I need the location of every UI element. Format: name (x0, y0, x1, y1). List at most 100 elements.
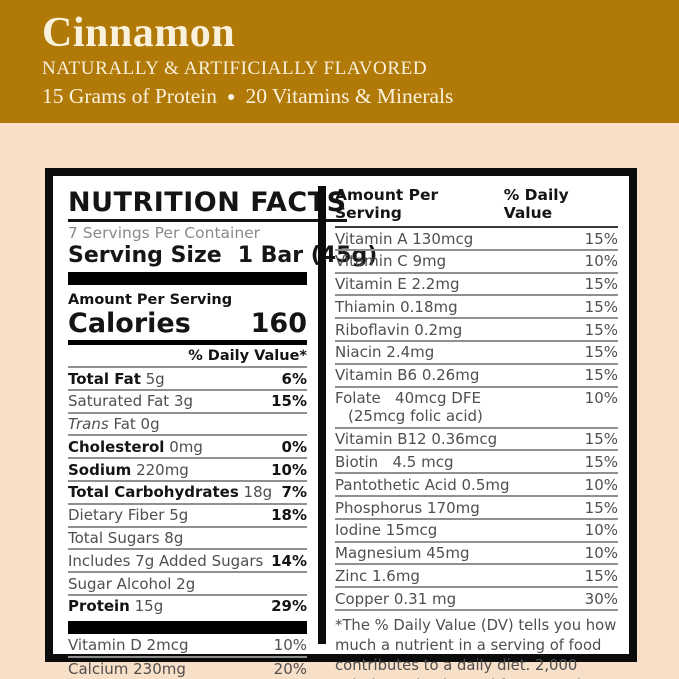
nutrient-percent-dv: 10% (584, 544, 618, 563)
nutrient-row: Folate 40mcg DFE (25mcg folic acid) 10% (335, 388, 618, 429)
nutrient-label: Dietary Fiber 5g (68, 506, 189, 525)
nutrient-percent-dv: 15% (584, 275, 618, 294)
nutrient-label: Biotin 4.5 mcg (335, 452, 454, 471)
nutrient-row: Sugar Alcohol 2g (68, 571, 307, 594)
nutrient-label: Vitamin E 2.2mg (335, 275, 460, 294)
nutrient-percent-dv: 10% (584, 521, 618, 540)
nutrient-label: Sodium 220mg (68, 460, 189, 479)
nutrient-row: Biotin 4.5 mcg 15% (335, 451, 618, 475)
nutrient-percent-dv: 20% (273, 659, 307, 678)
thick-separator-bar (68, 620, 307, 634)
nutrient-label: Phosphorus 170mg (335, 498, 480, 517)
nutrient-row: Riboflavin 0.2mg 15% (335, 319, 618, 342)
micronutrient-rows: Vitamin A 130mcg 15% Vitamin C 9mg 10% Vitam… (335, 228, 618, 612)
bullet-icon: ● (226, 89, 236, 105)
nutrient-row: Magnesium 45mg 10% (335, 543, 618, 566)
nutrient-row: Vitamin E 2.2mg 15% (335, 274, 618, 297)
percent-daily-value-header: % Daily Value (503, 186, 569, 222)
daily-value-footnote: *The % Daily Value (DV) tells you how mu… (335, 611, 618, 679)
nutrient-row: Cholesterol 0mg 0% (68, 434, 307, 457)
flavor-title: Cinnamon (42, 10, 236, 56)
nutrient-label: Calcium 230mg (68, 659, 186, 678)
calories-underline (68, 340, 307, 345)
nutrient-label: Cholesterol 0mg (68, 437, 203, 456)
nutrient-percent-dv: 14% (271, 551, 307, 570)
nutrient-percent-dv: 15% (584, 366, 618, 385)
serving-size-label: Serving Size (68, 243, 222, 268)
nutrient-row: Trans Fat 0g (68, 411, 307, 435)
nutrient-percent-dv: 15% (584, 320, 618, 339)
nutrient-percent-dv: 15% (584, 229, 618, 248)
nutrient-row: Pantothetic Acid 0.5mg 10% (335, 474, 618, 498)
nutrient-row: Includes 7g Added Sugars 14% (68, 548, 307, 571)
nutrient-percent-dv: 10% (584, 475, 618, 494)
nutrient-row: Vitamin D 2mcg 10% (68, 634, 307, 656)
nutrient-rows: Total Fat 5g 6% Saturated Fat 3g 15% Trans F… (68, 366, 307, 617)
right-column-header: Amount Per Serving % Daily Value (335, 184, 618, 228)
nutrient-percent-dv: 15% (584, 430, 618, 449)
nutrient-percent-dv: 30% (584, 589, 618, 608)
nutrient-row: Vitamin C 9mg 10% (335, 251, 618, 274)
nutrient-percent-dv: 0% (281, 437, 307, 456)
nutrient-row: Vitamin A 130mcg 15% (335, 228, 618, 251)
thick-separator-bar (68, 272, 307, 285)
nutrient-row: Niacin 2.4mg 15% (335, 342, 618, 365)
nutrient-row: Zinc 1.6mg 15% (335, 565, 618, 589)
nutrient-percent-dv: 18% (271, 506, 307, 525)
tagline-vitamins: 20 Vitamins & Minerals (245, 84, 454, 109)
flavor-header: Cinnamon NATURALLY & ARTIFICIALLY FLAVOR… (0, 0, 679, 123)
servings-per-container: 7 Servings Per Container (68, 224, 261, 242)
nutrient-label: Magnesium 45mg (335, 544, 470, 563)
nutrient-label: Zinc 1.6mg (335, 566, 420, 585)
nutrient-percent-dv: 29% (271, 597, 307, 616)
nutrient-percent-dv: 10% (271, 460, 307, 479)
amount-per-serving-header: Amount Per Serving (335, 186, 439, 222)
daily-value-header: % Daily Value* (188, 348, 307, 364)
nutrient-label: Pantothetic Acid 0.5mg (335, 475, 510, 494)
nutrient-row: Total Carbohydrates 18g 7% (68, 479, 307, 503)
calories-label: Calories (68, 308, 191, 339)
amount-per-serving-label: Amount Per Serving (68, 292, 233, 308)
nutrient-row: Total Fat 5g 6% (68, 366, 307, 389)
nutrient-percent-dv: 15% (584, 343, 618, 362)
serving-size-row: Serving Size 1 Bar (45g) (68, 243, 377, 268)
nutrition-left-column: NUTRITION FACTS 7 Servings Per Container… (53, 176, 377, 678)
nutrient-label: Trans Fat 0g (68, 415, 160, 434)
nutrient-percent-dv: 15% (584, 452, 618, 471)
nutrient-row: Dietary Fiber 5g 18% (68, 502, 307, 526)
nutrient-row: Vitamin B6 0.26mg 15% (335, 365, 618, 388)
nutrient-row: Protein 15g 29% (68, 593, 307, 617)
nutrient-percent-dv: 10% (584, 252, 618, 271)
nutrient-label: Protein 15g (68, 597, 164, 616)
nutrition-facts-title: NUTRITION FACTS (68, 187, 347, 222)
nutrient-row: Thiamin 0.18mg 15% (335, 296, 618, 320)
nutrition-facts-panel: NUTRITION FACTS 7 Servings Per Container… (45, 168, 637, 679)
nutrient-label: Saturated Fat 3g (68, 392, 194, 411)
nutrient-percent-dv: 15% (584, 566, 618, 585)
serving-size-value: 1 Bar (45g) (237, 243, 378, 268)
nutrient-label: Includes 7g Added Sugars (68, 551, 264, 570)
nutrient-label: Vitamin C 9mg (335, 252, 447, 271)
nutrient-percent-dv: 10% (273, 635, 307, 654)
nutrient-row: Iodine 15mcg 10% (335, 520, 618, 543)
nutrient-percent-dv: 15% (271, 392, 307, 411)
nutrient-percent-dv: 15% (584, 297, 618, 316)
nutrient-label: Copper 0.31 mg (335, 589, 457, 608)
nutrient-row: Phosphorus 170mg 15% (335, 497, 618, 520)
nutrient-label: Total Fat 5g (68, 369, 165, 388)
nutrient-label: Thiamin 0.18mg (335, 297, 458, 316)
nutrient-label: Vitamin D 2mcg (68, 635, 189, 654)
nutrient-row: Vitamin B12 0.36mcg 15% (335, 429, 618, 452)
nutrient-row: Saturated Fat 3g 15% (68, 388, 307, 412)
nutrient-percent-dv: 10% (584, 389, 618, 408)
nutrient-label: Total Sugars 8g (68, 529, 184, 548)
flavor-subtitle: NATURALLY & ARTIFICIALLY FLAVORED (42, 58, 428, 80)
nutrient-label: Niacin 2.4mg (335, 343, 435, 362)
nutrient-row: Total Sugars 8g (68, 525, 307, 549)
nutrition-right-column: Amount Per Serving % Daily Value Vitamin… (326, 176, 629, 679)
center-divider-bar (318, 186, 326, 644)
nutrient-percent-dv: 6% (281, 369, 307, 388)
tagline-protein: 15 Grams of Protein (42, 84, 217, 109)
